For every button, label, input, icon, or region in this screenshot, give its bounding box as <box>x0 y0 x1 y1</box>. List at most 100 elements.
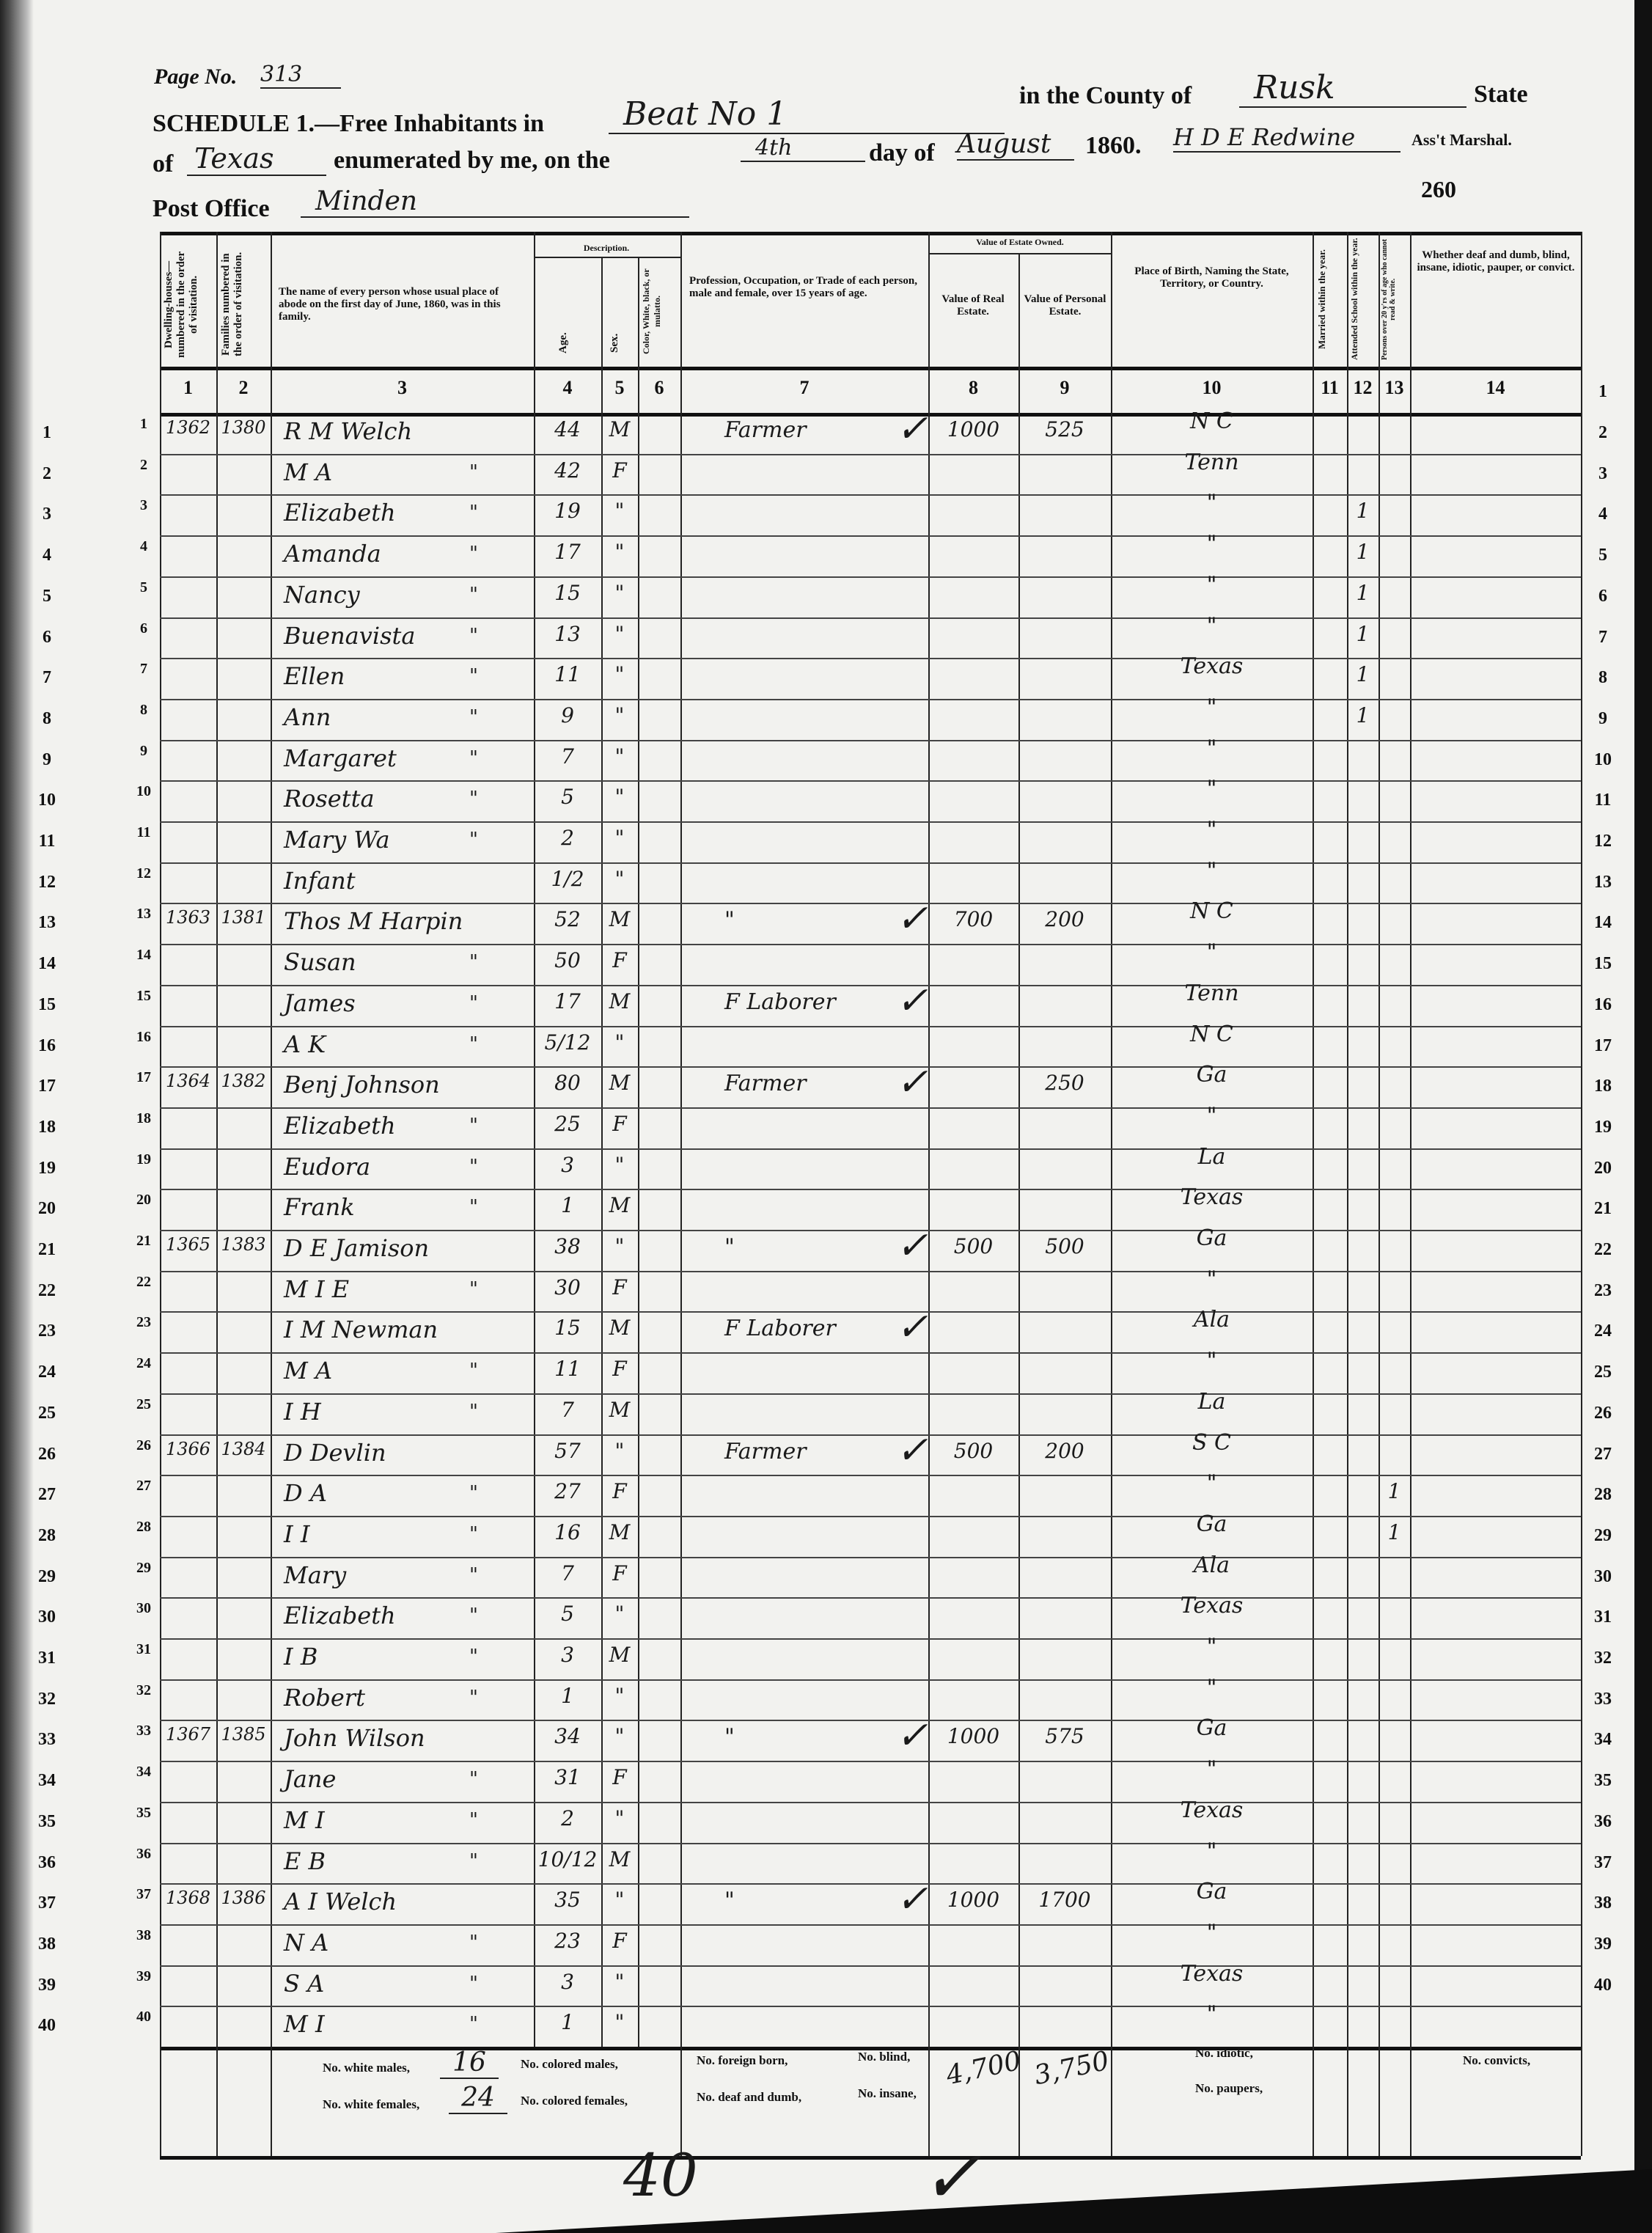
table-row: 16 16 A K 5/12 " N C " <box>0 1022 1652 1067</box>
person-name: James <box>284 989 356 1017</box>
inner-line-number: 3 <box>140 497 147 514</box>
column-number: 10 <box>1202 377 1222 398</box>
inner-line-number: 32 <box>136 1682 151 1698</box>
enumerated-label: enumerated by me, on the <box>334 147 610 174</box>
age: 34 <box>554 1724 581 1749</box>
birthplace: " <box>1206 1102 1217 1129</box>
left-line-number: 11 <box>38 832 56 851</box>
col5-header: Sex. <box>609 333 620 353</box>
inner-line-number: 2 <box>140 456 147 473</box>
description-header: Description. <box>583 243 630 253</box>
year-value: 1860. <box>1085 132 1142 159</box>
row-rule <box>160 1148 1581 1150</box>
inner-line-number: 14 <box>136 947 151 964</box>
birthplace: Texas <box>1180 1184 1244 1211</box>
surname-ditto-mark: " <box>469 543 478 565</box>
surname-ditto-mark: " <box>469 1522 478 1545</box>
person-name: M I E <box>284 1275 350 1303</box>
sex: " <box>614 785 625 810</box>
row-rule <box>160 1270 1581 1272</box>
sex: M <box>609 1847 631 1871</box>
dwelling-number: 1365 <box>165 1234 211 1255</box>
inner-line-number: 15 <box>136 987 151 1004</box>
surname-ditto-mark: " <box>469 829 478 851</box>
row-rule <box>160 1883 1581 1885</box>
dwelling-number: 1368 <box>165 1888 211 1909</box>
age: 19 <box>554 499 581 524</box>
sex: F <box>612 1928 627 1953</box>
person-name: M I <box>284 1805 325 1834</box>
state-label: State <box>1474 81 1528 108</box>
left-line-number: 20 <box>38 1199 56 1219</box>
column-divider <box>638 257 639 2047</box>
sex: M <box>609 907 631 932</box>
person-name: S A <box>284 1969 325 1998</box>
birthplace: " <box>1206 1838 1217 1864</box>
sex: F <box>612 1111 627 1136</box>
inner-line-number: 34 <box>136 1764 151 1781</box>
table-row: 31 31 I B 3 M " " <box>0 1634 1652 1679</box>
birthplace: " <box>1206 2001 1217 2028</box>
county-label: in the County of <box>1019 82 1192 109</box>
row-rule <box>160 780 1581 782</box>
sex: " <box>614 1438 625 1463</box>
right-line-number: 28 <box>1594 1485 1612 1505</box>
sex: F <box>612 948 627 973</box>
age: 35 <box>554 1888 581 1913</box>
left-line-number: 8 <box>43 708 51 728</box>
age: 42 <box>554 458 581 483</box>
column-divider <box>928 232 930 2156</box>
left-line-number: 40 <box>38 2016 56 2036</box>
right-line-number: 26 <box>1594 1403 1612 1423</box>
sex: " <box>614 621 625 646</box>
column-divider <box>1018 253 1020 2156</box>
right-line-number: 34 <box>1594 1730 1612 1750</box>
column-divider <box>160 232 161 2156</box>
inner-line-number: 26 <box>136 1437 151 1453</box>
left-line-number: 10 <box>38 791 56 810</box>
family-number: 1385 <box>221 1724 266 1745</box>
inner-line-number: 30 <box>136 1600 151 1617</box>
table-row: 10 10 Rosetta 5 " " " <box>0 776 1652 821</box>
personal-estate-value: 1700 <box>1038 1888 1091 1913</box>
right-line-number: 19 <box>1594 1117 1612 1137</box>
person-name: Robert <box>284 1683 365 1712</box>
left-line-number: 14 <box>38 954 56 974</box>
sex: M <box>609 1397 631 1422</box>
cannot-read-write-mark: 1 <box>1387 1519 1401 1544</box>
real-estate-value: 500 <box>953 1234 994 1258</box>
person-name: John Wilson <box>284 1724 425 1753</box>
sex: " <box>614 1888 625 1913</box>
birthplace: " <box>1206 490 1217 516</box>
table-row: 8 8 Ann 9 " " 1 " <box>0 694 1652 740</box>
birthplace: Tenn <box>1184 449 1239 475</box>
real-estate-value: 1000 <box>947 1724 1000 1749</box>
col1-header: Dwelling-houses— numbered in the order o… <box>163 251 199 358</box>
sex: F <box>612 458 627 483</box>
surname-ditto-mark: " <box>469 1360 478 1382</box>
column-number-rule <box>160 413 1581 417</box>
person-name: Infant <box>284 866 356 895</box>
row-rule <box>160 1434 1581 1436</box>
row-rule <box>160 576 1581 578</box>
check-mark-icon: ✓ <box>896 978 928 1023</box>
row-rule <box>160 1924 1581 1926</box>
sex: " <box>614 1030 625 1055</box>
surname-ditto-mark: " <box>469 1686 478 1709</box>
inner-line-number: 21 <box>136 1233 151 1249</box>
table-row: 29 29 Mary 7 F Ala " <box>0 1552 1652 1598</box>
person-name: N A <box>284 1928 329 1957</box>
inner-line-number: 40 <box>136 2009 151 2025</box>
right-line-number: 5 <box>1598 546 1607 565</box>
age: 1 <box>561 1193 574 1218</box>
col6-header: Color, White, black, or mulatto. <box>641 268 662 355</box>
right-line-number: 12 <box>1594 832 1612 851</box>
real-estate-value: 500 <box>953 1438 994 1463</box>
post-office-label: Post Office <box>153 195 270 222</box>
row-rule <box>160 1597 1581 1599</box>
sex: M <box>609 1316 631 1341</box>
dwelling-number: 1362 <box>165 417 211 438</box>
table-row: 28 28 I I 16 M Ga 1 " <box>0 1511 1652 1557</box>
sex: " <box>614 826 625 850</box>
person-name: I H <box>284 1397 321 1426</box>
